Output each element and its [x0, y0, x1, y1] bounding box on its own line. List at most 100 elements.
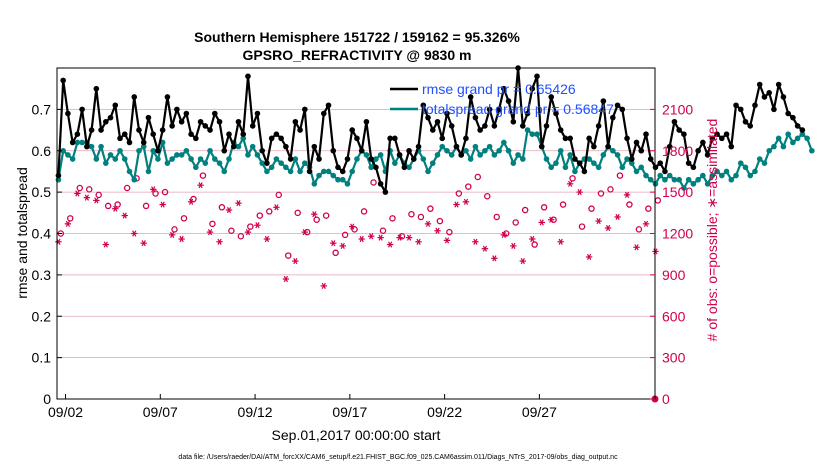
rmse-point [704, 152, 711, 158]
spread-point [719, 172, 725, 179]
rmse-point [647, 156, 654, 162]
obs-possible-marker [427, 205, 434, 212]
x-axis-label: Sep.01,2017 00:00:00 start [272, 427, 441, 443]
spread-point [316, 172, 322, 179]
obs-possible-marker [322, 212, 330, 219]
rmse-point [719, 135, 725, 142]
rmse-point [553, 110, 559, 117]
spread-point [562, 164, 569, 171]
spread-point [245, 152, 251, 158]
asterisk-stroke [539, 219, 544, 226]
obs-possible-marker [228, 227, 235, 234]
spread-point [339, 176, 346, 183]
obs-assimilated-marker [396, 234, 403, 241]
obs-possible-marker [313, 216, 320, 223]
rmse-point [93, 85, 100, 92]
obs-assimilated-marker [235, 200, 242, 207]
y-tick-label: 0.6 [32, 143, 52, 159]
rmse-point [411, 156, 417, 162]
spread-point [425, 168, 431, 175]
rmse-point [183, 110, 190, 117]
rmse-point [444, 110, 450, 117]
rmse-point [519, 123, 526, 129]
rmse-point [88, 127, 95, 133]
obs-possible-marker [635, 226, 643, 233]
legend: rmse grand pr = 0.65426 totalspread gran… [390, 81, 614, 117]
spread-point [591, 160, 597, 166]
obs-possible-marker [484, 193, 491, 200]
spread-point [74, 139, 81, 146]
rmse-point [742, 118, 749, 125]
spread-point [188, 156, 194, 162]
rmse-point [306, 168, 313, 175]
rmse-point [595, 123, 602, 129]
rmse-point [643, 131, 649, 137]
rmse-point [761, 94, 768, 100]
spread-point [278, 160, 284, 166]
obs-possible-marker [521, 206, 529, 214]
spread-point [501, 139, 507, 146]
asterisk-stroke [132, 230, 137, 237]
asterisk-stroke [425, 220, 431, 227]
asterisk-stroke [369, 233, 374, 240]
spread-point [804, 135, 810, 142]
y2-tick-label: 2100 [662, 101, 693, 117]
asterisk-stroke [530, 235, 535, 243]
spread-point [534, 131, 540, 137]
spread-point [273, 156, 280, 162]
spread-point [169, 156, 175, 162]
asterisk-stroke [264, 235, 270, 243]
spread-point [107, 152, 114, 158]
spread-point [150, 147, 156, 154]
rmse-point [458, 152, 464, 158]
spread-point [519, 156, 526, 162]
spread-point [155, 156, 161, 162]
obs-assimilated-marker [453, 201, 460, 208]
obs-possible-marker [512, 219, 519, 226]
spread-point [429, 160, 436, 166]
x-tick-label: 09/27 [522, 404, 557, 420]
y-tick-label: 0.5 [32, 184, 52, 200]
spread-point [761, 160, 768, 166]
rmse-point [358, 147, 365, 154]
obs-possible-marker [588, 205, 595, 212]
spread-point [434, 152, 441, 158]
rmse-point [193, 135, 199, 142]
obs-possible-marker [531, 241, 538, 248]
rmse-point [638, 147, 645, 154]
rmse-point [524, 110, 531, 117]
spread-point [136, 147, 142, 154]
asterisk-stroke [84, 194, 89, 201]
rmse-point [117, 135, 123, 142]
rmse-point [287, 156, 294, 162]
spread-point [377, 152, 384, 158]
obs-possible-marker [104, 202, 112, 210]
obs-assimilated-marker [301, 229, 309, 236]
rmse-point [491, 123, 498, 129]
rmse-point [790, 114, 796, 121]
spread-point [145, 168, 152, 175]
y2-tick-label: 1500 [662, 184, 693, 200]
y2-tick-label: 900 [662, 267, 686, 283]
asterisk-stroke [151, 186, 156, 193]
obs-possible-marker [67, 215, 74, 222]
obs-assimilated-marker [367, 233, 375, 240]
spread-point [695, 176, 701, 183]
rmse-point [211, 110, 218, 117]
spread-point [681, 185, 687, 191]
rmse-point [681, 131, 687, 137]
obs-possible-marker [493, 213, 500, 221]
spread-point [311, 181, 318, 187]
rmse-point [155, 147, 161, 154]
rmse-point [207, 127, 213, 133]
rmse-point [771, 106, 777, 113]
spread-point [112, 156, 119, 162]
asterisk-stroke [482, 245, 488, 252]
asterisk-stroke [397, 234, 402, 241]
obs-assimilated-marker [585, 253, 593, 261]
spread-point [472, 143, 479, 150]
rmse-point [425, 114, 431, 121]
spread-point [174, 152, 180, 158]
rmse-point [548, 94, 555, 100]
y2-tick-label: 600 [662, 308, 686, 324]
